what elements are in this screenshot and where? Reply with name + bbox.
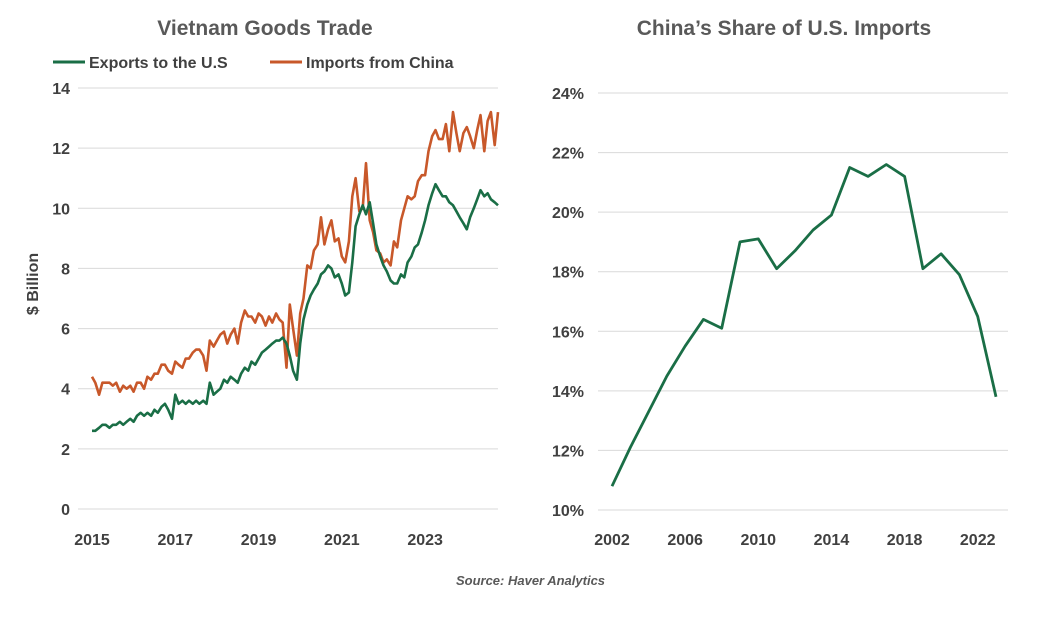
left-y-tick-label: 4 [61,382,70,399]
right-chart-title: China’s Share of U.S. Imports [637,17,931,40]
right-y-tick-label: 18% [552,265,584,282]
right-x-tick-label: 2014 [814,532,850,549]
right-y-tick-label: 24% [552,86,584,103]
right-x-tick-label: 2010 [740,532,776,549]
left-chart: Vietnam Goods Trade Exports to the U.S I… [25,17,500,549]
right-series-lines [610,163,998,487]
left-y-tick-label: 0 [61,502,70,519]
right-x-tick-label: 2002 [594,532,630,549]
left-x-tick-label: 2023 [407,532,443,549]
right-y-tick-label: 16% [552,324,584,341]
left-y-tick-label: 12 [52,141,70,158]
left-x-ticks: 2015 2017 2019 2021 2023 [74,532,443,549]
right-y-tick-label: 20% [552,205,584,222]
right-y-ticks: 10% 12% 14% 16% 18% 20% 22% 24% [552,86,584,520]
right-x-tick-label: 2006 [667,532,703,549]
right-y-tick-label: 10% [552,503,584,520]
left-x-tick-label: 2019 [241,532,277,549]
left-y-ticks: 0 2 4 6 8 10 12 14 [52,81,70,519]
right-y-tick-label: 12% [552,443,584,460]
right-y-tick-label: 22% [552,146,584,163]
right-x-tick-label: 2022 [960,532,996,549]
left-y-tick-label: 6 [61,322,70,339]
left-series-lines [90,110,500,433]
right-gridlines [598,92,1008,511]
legend-label-exports: Exports to the U.S [89,55,228,72]
right-x-ticks: 2002 2006 2010 2014 2018 2022 [594,532,995,549]
china-share-line [610,163,998,487]
left-y-tick-label: 14 [52,81,70,98]
left-y-tick-label: 2 [61,442,70,459]
left-x-tick-label: 2021 [324,532,360,549]
left-y-axis-label: $ Billion [25,253,42,315]
left-legend: Exports to the U.S Imports from China [53,55,454,72]
right-chart: China’s Share of U.S. Imports 10%12%14%1… [552,17,1008,549]
left-y-tick-label: 8 [61,261,70,278]
left-chart-title: Vietnam Goods Trade [157,17,373,40]
right-x-tick-label: 2018 [887,532,923,549]
exports-line [92,182,499,433]
imports-line [90,110,500,396]
left-x-tick-label: 2017 [157,532,193,549]
right-y-tick-label: 14% [552,384,584,401]
left-x-tick-label: 2015 [74,532,110,549]
source-note: Source: Haver Analytics [455,573,606,588]
left-y-tick-label: 10 [52,201,70,218]
legend-label-imports: Imports from China [306,55,454,72]
left-gridlines [78,87,498,510]
